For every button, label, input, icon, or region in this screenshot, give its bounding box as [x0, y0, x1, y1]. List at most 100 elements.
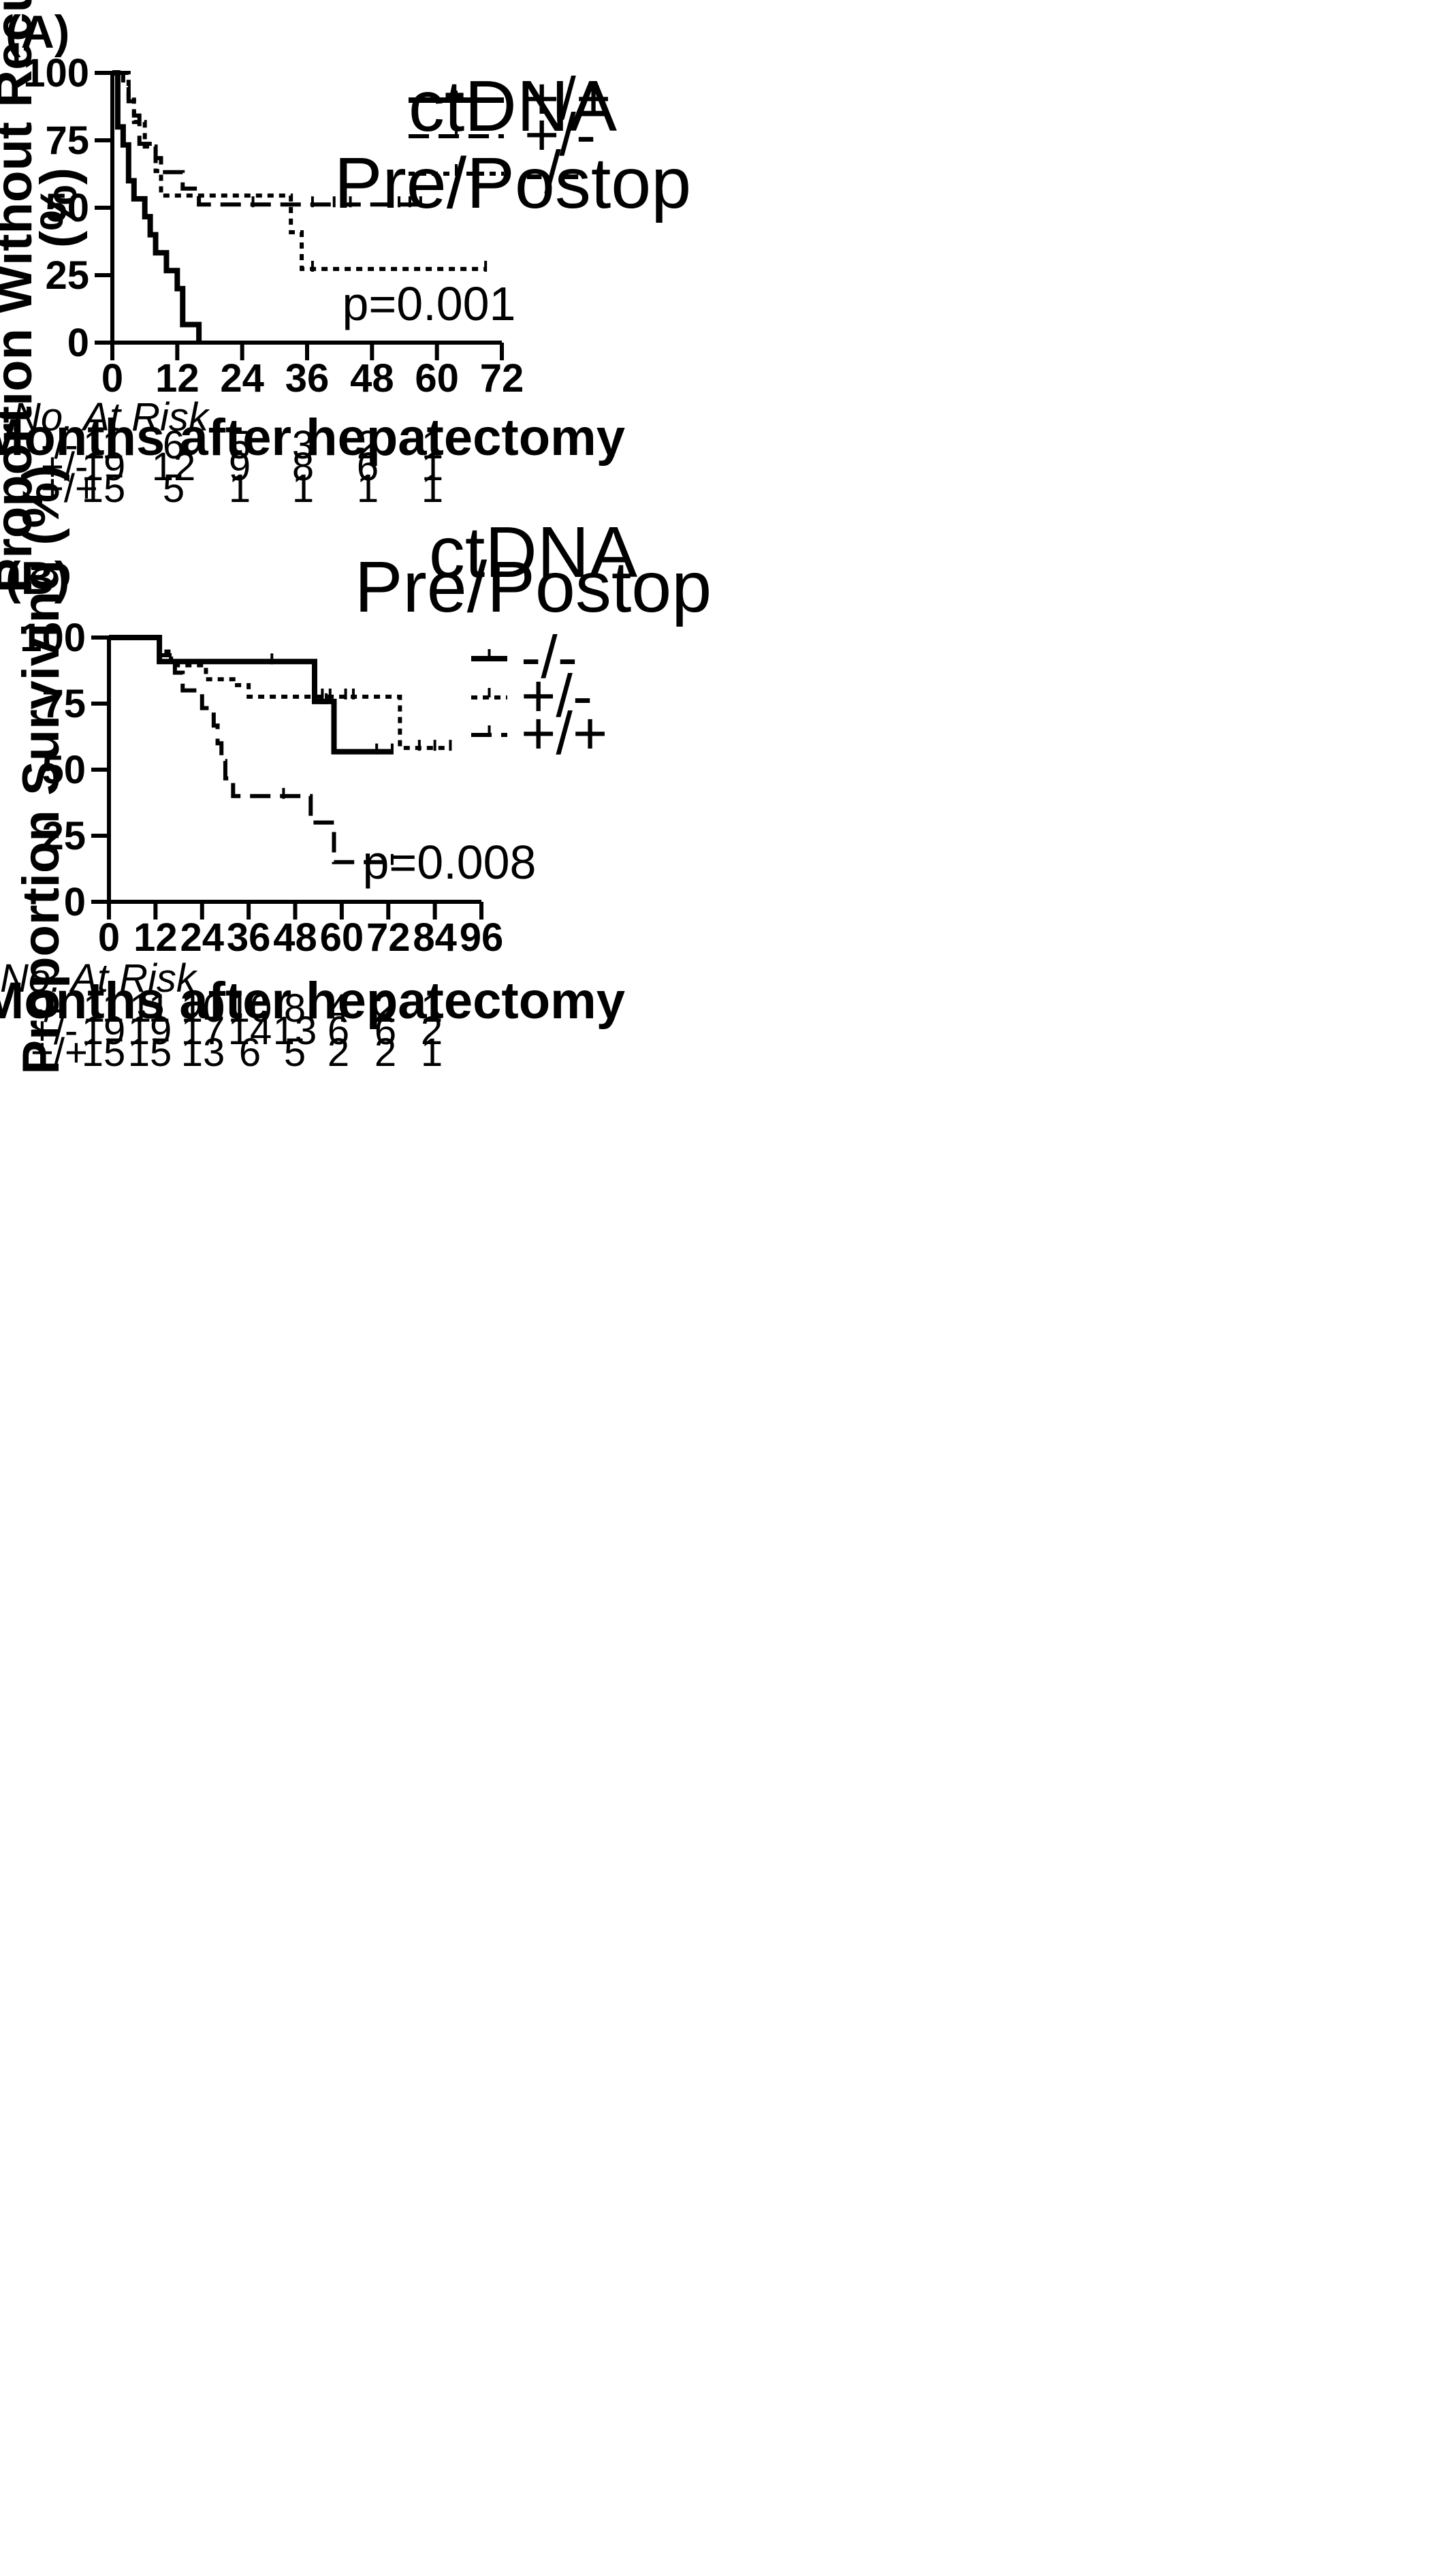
- x-tick-label: 24: [220, 356, 264, 400]
- legend-title: ctDNA: [409, 66, 618, 146]
- legend-title: ctDNA: [429, 512, 638, 593]
- km-curve-solid: [112, 70, 202, 343]
- risk-value: 5: [163, 467, 185, 511]
- legend-label: +/-: [521, 662, 592, 729]
- risk-value: 19: [82, 445, 126, 489]
- x-tick-label: 84: [413, 915, 457, 960]
- risk-value: 6: [239, 1031, 261, 1075]
- risk-value: 2: [375, 986, 396, 1031]
- risk-value: 15: [82, 1031, 126, 1075]
- risk-value: 13: [273, 1009, 317, 1053]
- legend-label: +/-: [524, 101, 596, 168]
- p-value: p=0.001: [343, 277, 516, 330]
- x-tick-label: 60: [415, 356, 459, 400]
- risk-value: 6: [375, 1009, 396, 1053]
- risk-value: 11: [83, 423, 124, 467]
- x-tick-label: 12: [155, 356, 200, 400]
- x-tick-label: 96: [460, 915, 504, 960]
- y-tick-label: 0: [67, 321, 89, 365]
- risk-value: 11: [83, 986, 124, 1031]
- risk-value: 3: [292, 423, 314, 467]
- risk-value: 8: [292, 445, 314, 489]
- risk-value: 6: [357, 445, 379, 489]
- km-curve-dashed: [112, 71, 426, 207]
- risk-value: 1: [421, 986, 443, 1031]
- y-tick-label: 50: [42, 748, 86, 792]
- y-tick-label: 25: [45, 253, 89, 298]
- risk-row-label: +/-: [31, 1009, 78, 1053]
- x-tick-label: 0: [101, 356, 123, 400]
- risk-value: 17: [181, 1009, 225, 1053]
- x-tick-label: 48: [273, 915, 317, 960]
- y-tick-label: 50: [45, 186, 89, 230]
- x-tick-label: 48: [350, 356, 394, 400]
- y-tick-label: 75: [42, 682, 86, 726]
- risk-value: 4: [328, 986, 349, 1031]
- risk-row-label: -/-: [31, 986, 68, 1031]
- legend-title: Pre/Postop: [334, 143, 691, 223]
- x-tick-label: 60: [320, 915, 364, 960]
- panel-label: (A): [5, 6, 69, 58]
- legend-title: Pre/Postop: [355, 547, 712, 627]
- risk-value: 2: [375, 1031, 396, 1075]
- risk-value: 6: [328, 1009, 349, 1053]
- y-tick-label: 75: [45, 119, 89, 163]
- x-axis-title: Months after hepatectomy: [0, 409, 625, 467]
- y-tick-label: 0: [64, 880, 86, 924]
- risk-value: 15: [128, 1031, 172, 1075]
- risk-value: 8: [284, 986, 306, 1031]
- y-axis-title: Proportion Surviving (%): [12, 465, 70, 1074]
- x-tick-label: 36: [285, 356, 330, 400]
- risk-value: 5: [284, 1031, 306, 1075]
- risk-value: 1: [292, 467, 314, 511]
- panel-label: (B): [5, 552, 69, 604]
- y-axis-title: (%): [30, 168, 88, 248]
- risk-value: 6: [163, 423, 185, 467]
- y-axis-title: Proportion Without Recurrence: [0, 0, 43, 593]
- x-tick-label: 12: [133, 915, 178, 960]
- p-value: p=0.008: [363, 836, 537, 889]
- legend-label: +/+: [521, 700, 607, 767]
- x-tick-label: 36: [227, 915, 271, 960]
- x-tick-label: 72: [366, 915, 411, 960]
- risk-row-label: +/+: [41, 467, 98, 511]
- legend-label: -/-: [521, 623, 577, 691]
- risk-value: 1: [421, 423, 443, 467]
- risk-value: 10: [181, 986, 225, 1031]
- risk-value: 1: [421, 1031, 443, 1075]
- risk-value: 14: [228, 1009, 272, 1053]
- y-tick-label: 100: [23, 51, 89, 95]
- risk-value: 19: [128, 1009, 172, 1053]
- risk-table-title: No. At Risk: [0, 956, 198, 1001]
- km-curve-dotted: [112, 71, 486, 271]
- risk-value: 2: [421, 1009, 443, 1053]
- risk-value: 11: [129, 986, 170, 1031]
- legend-label: -/-: [524, 138, 581, 206]
- risk-value: 10: [228, 986, 272, 1031]
- km-curve-solid: [109, 635, 392, 755]
- risk-value: 2: [357, 423, 379, 467]
- risk-value: 1: [421, 467, 443, 511]
- risk-value: 2: [328, 1031, 349, 1075]
- y-tick-label: 25: [42, 814, 86, 858]
- risk-value: 1: [357, 467, 379, 511]
- x-tick-label: 72: [480, 356, 524, 400]
- risk-row-label: -/-: [41, 423, 78, 467]
- risk-value: 5: [229, 423, 251, 467]
- risk-value: 1: [229, 467, 251, 511]
- legend-label: +/+: [524, 65, 611, 132]
- y-tick-label: 100: [20, 616, 86, 660]
- km-curve-dashed: [109, 635, 392, 864]
- risk-value: 13: [181, 1031, 225, 1075]
- risk-value: 15: [82, 467, 126, 511]
- x-axis-title: Months after hepatectomy: [0, 972, 625, 1030]
- x-tick-label: 24: [180, 915, 224, 960]
- risk-value: 19: [82, 1009, 126, 1053]
- x-tick-label: 0: [98, 915, 120, 960]
- risk-table-title: No. At Risk: [12, 395, 210, 439]
- risk-value: 9: [229, 445, 251, 489]
- risk-row-label: +/-: [41, 445, 88, 489]
